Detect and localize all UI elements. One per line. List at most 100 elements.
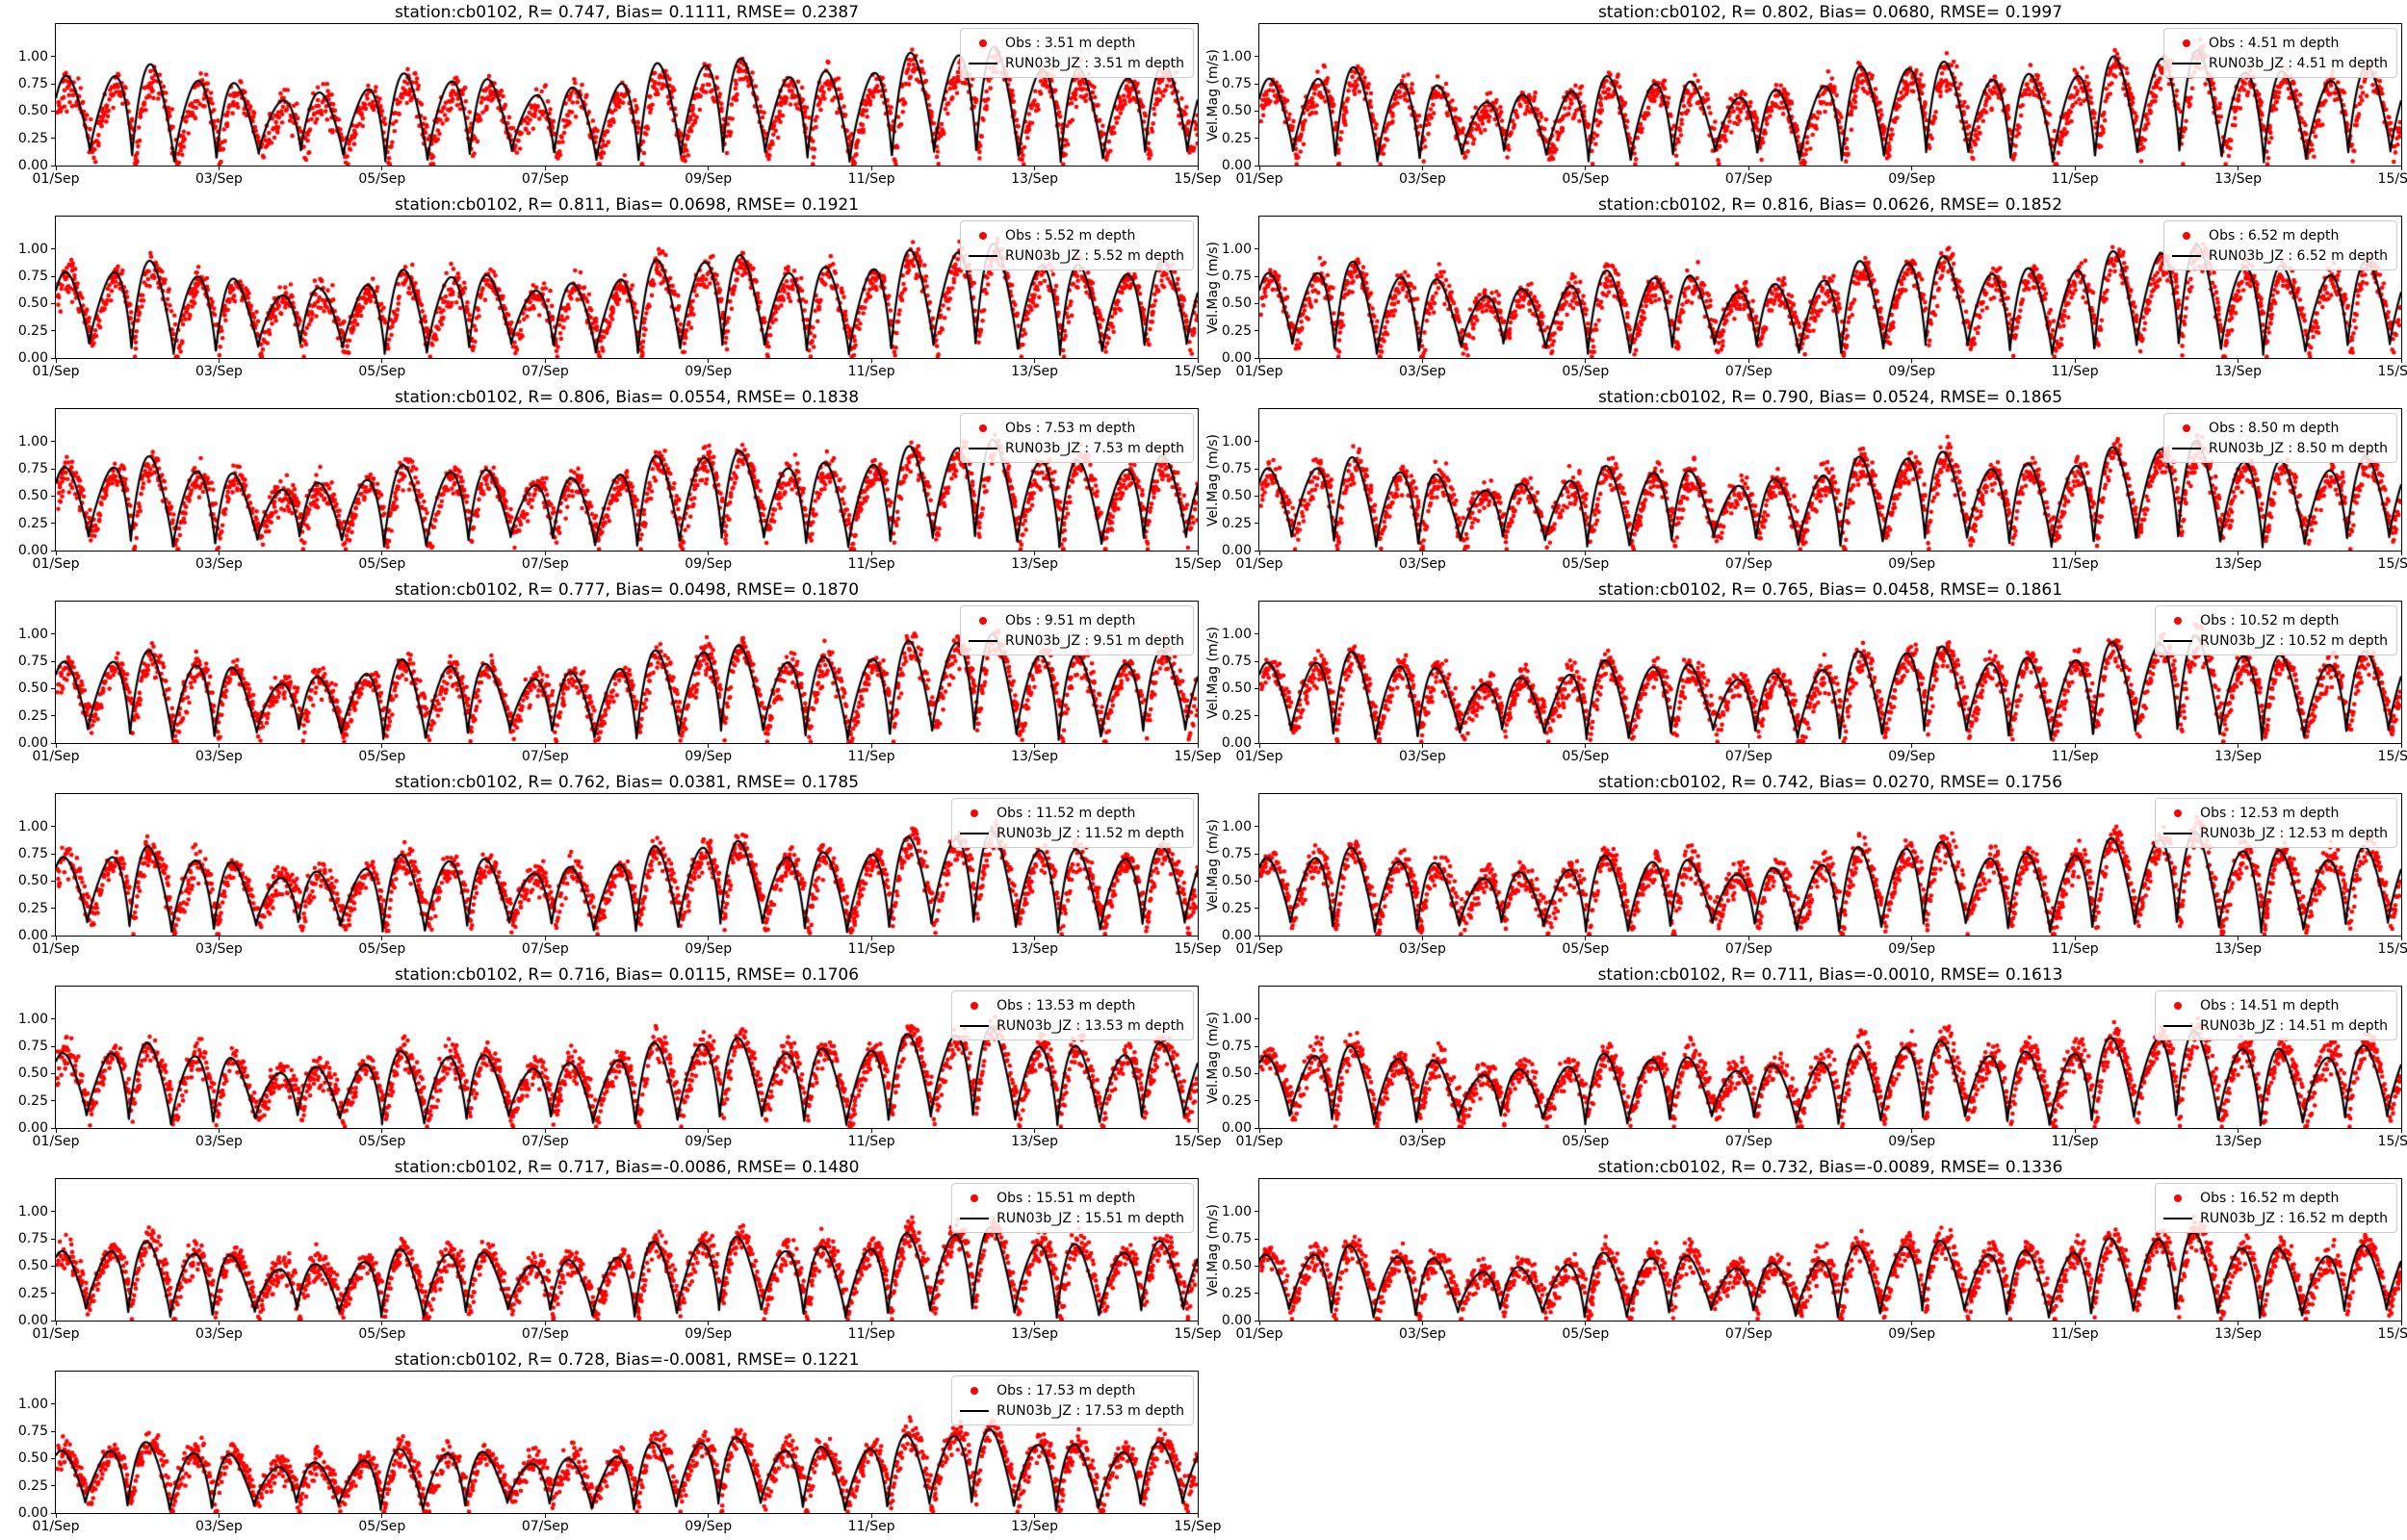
- x-tick-label: 15/Sep: [2377, 1326, 2407, 1342]
- y-tick-label: 0.25: [17, 322, 48, 339]
- x-tick-mark: [218, 359, 220, 363]
- y-tick-mark: [51, 1457, 55, 1459]
- y-tick-mark: [1255, 687, 1258, 689]
- plot-area: Obs : 7.53 m depth RUN03b_JZ : 7.53 m de…: [55, 408, 1199, 552]
- y-tick-mark: [51, 687, 55, 689]
- y-tick-mark: [51, 826, 55, 828]
- y-tick-mark: [51, 550, 55, 552]
- plot-title: station:cb0102, R= 0.717, Bias=-0.0086, …: [394, 1158, 860, 1177]
- y-tick-mark: [51, 275, 55, 277]
- y-tick-mark: [1255, 302, 1258, 304]
- x-tick-label: 11/Sep: [2051, 1134, 2099, 1149]
- x-tick-mark: [1197, 167, 1199, 170]
- x-tick-label: 07/Sep: [1724, 1134, 1773, 1149]
- y-tick-mark: [1255, 468, 1258, 470]
- y-tick-label: 0.00: [17, 1505, 48, 1521]
- x-tick-mark: [2238, 359, 2239, 363]
- y-tick-mark: [1255, 715, 1258, 717]
- legend-row-model: RUN03b_JZ : 11.52 m depth: [958, 823, 1184, 843]
- y-tick-label: 0.00: [1221, 735, 1252, 751]
- legend-model-label: RUN03b_JZ : 10.52 m depth: [2200, 632, 2388, 649]
- x-tick-mark: [1197, 1129, 1199, 1133]
- y-tick-label: 0.00: [17, 1313, 48, 1328]
- y-tick-mark: [51, 1265, 55, 1267]
- x-tick-label: 09/Sep: [685, 941, 733, 957]
- x-tick-label: 11/Sep: [2051, 364, 2099, 379]
- subplot-depth-6.52: station:cb0102, R= 0.816, Bias= 0.0626, …: [1204, 192, 2407, 385]
- x-tick-label: 01/Sep: [32, 1134, 80, 1149]
- x-tick-label: 07/Sep: [1724, 1326, 1773, 1342]
- x-tick-mark: [218, 1322, 220, 1325]
- legend: Obs : 5.52 m depth RUN03b_JZ : 5.52 m de…: [960, 220, 1194, 270]
- y-tick-label: 0.25: [17, 707, 48, 724]
- x-tick-mark: [55, 1514, 57, 1518]
- x-tick-label: 13/Sep: [2214, 1326, 2263, 1342]
- y-tick-mark: [1255, 441, 1258, 443]
- legend-row-model: RUN03b_JZ : 5.52 m depth: [967, 245, 1184, 266]
- y-tick-label: 0.00: [1221, 1313, 1252, 1328]
- x-tick-label: 01/Sep: [1235, 749, 1283, 764]
- subplot-depth-12.53: station:cb0102, R= 0.742, Bias= 0.0270, …: [1204, 770, 2407, 962]
- x-tick-label: 05/Sep: [358, 1326, 406, 1342]
- x-tick-label: 01/Sep: [1235, 171, 1283, 187]
- legend: Obs : 17.53 m depth RUN03b_JZ : 17.53 m …: [951, 1375, 1194, 1425]
- y-tick-label: 0.25: [1221, 707, 1252, 724]
- legend-row-model: RUN03b_JZ : 9.51 m depth: [967, 630, 1184, 651]
- legend: Obs : 16.52 m depth RUN03b_JZ : 16.52 m …: [2155, 1183, 2397, 1233]
- x-tick-label: 13/Sep: [1011, 941, 1059, 957]
- y-tick-label: 1.00: [17, 1396, 48, 1412]
- y-tick-label: 0.50: [1221, 1258, 1252, 1274]
- x-tick-label: 03/Sep: [1398, 556, 1446, 572]
- y-tick-label: 0.75: [17, 76, 48, 92]
- x-tick-mark: [870, 167, 872, 170]
- obs-dot-icon: [967, 616, 999, 625]
- x-tick-label: 13/Sep: [1011, 1519, 1059, 1534]
- y-tick-mark: [1255, 1045, 1258, 1047]
- plot-area: Obs : 5.52 m depth RUN03b_JZ : 5.52 m de…: [55, 216, 1199, 359]
- legend-row-model: RUN03b_JZ : 17.53 m depth: [958, 1400, 1184, 1421]
- subplot-depth-7.53: station:cb0102, R= 0.806, Bias= 0.0554, …: [0, 385, 1222, 578]
- x-tick-mark: [55, 937, 57, 940]
- legend-row-obs: Obs : 14.51 m depth: [2161, 995, 2388, 1015]
- legend-model-label: RUN03b_JZ : 17.53 m depth: [996, 1402, 1184, 1419]
- plot-area: Obs : 8.50 m depth RUN03b_JZ : 8.50 m de…: [1258, 408, 2402, 552]
- x-tick-mark: [55, 1129, 57, 1133]
- x-tick-mark: [2400, 167, 2402, 170]
- x-tick-label: 05/Sep: [358, 364, 406, 379]
- x-tick-label: 13/Sep: [1011, 1134, 1059, 1149]
- x-tick-label: 15/Sep: [1174, 1134, 1222, 1149]
- y-tick-mark: [1255, 935, 1258, 937]
- x-tick-label: 01/Sep: [32, 1326, 80, 1342]
- legend-model-label: RUN03b_JZ : 12.53 m depth: [2200, 825, 2388, 841]
- y-tick-label: 0.50: [17, 295, 48, 312]
- x-tick-mark: [1421, 744, 1423, 748]
- subplot-depth-4.51: station:cb0102, R= 0.802, Bias= 0.0680, …: [1204, 0, 2407, 192]
- y-tick-mark: [51, 56, 55, 58]
- y-tick-label: 1.00: [17, 241, 48, 257]
- x-tick-label: 15/Sep: [1174, 556, 1222, 572]
- x-tick-mark: [1747, 359, 1749, 363]
- x-tick-label: 15/Sep: [2377, 556, 2407, 572]
- x-tick-mark: [1421, 552, 1423, 555]
- x-tick-label: 03/Sep: [1398, 364, 1446, 379]
- x-tick-mark: [55, 167, 57, 170]
- y-tick-label: 0.75: [17, 461, 48, 477]
- x-tick-label: 09/Sep: [685, 1326, 733, 1342]
- x-tick-mark: [55, 744, 57, 748]
- subplot-depth-16.52: station:cb0102, R= 0.732, Bias=-0.0089, …: [1204, 1155, 2407, 1348]
- x-tick-label: 07/Sep: [521, 556, 569, 572]
- legend-model-label: RUN03b_JZ : 11.52 m depth: [996, 825, 1184, 841]
- legend-obs-label: Obs : 7.53 m depth: [1005, 420, 1136, 436]
- x-tick-label: 05/Sep: [358, 556, 406, 572]
- x-tick-mark: [1585, 167, 1587, 170]
- x-tick-mark: [218, 552, 220, 555]
- y-tick-label: 0.00: [17, 158, 48, 173]
- y-tick-label: 1.00: [1221, 433, 1252, 449]
- legend-row-model: RUN03b_JZ : 15.51 m depth: [958, 1208, 1184, 1228]
- x-tick-mark: [1747, 937, 1749, 940]
- y-tick-mark: [1255, 1072, 1258, 1074]
- x-tick-mark: [2238, 1129, 2239, 1133]
- x-tick-mark: [1585, 744, 1587, 748]
- x-tick-mark: [2074, 1129, 2076, 1133]
- x-tick-label: 09/Sep: [1888, 1326, 1936, 1342]
